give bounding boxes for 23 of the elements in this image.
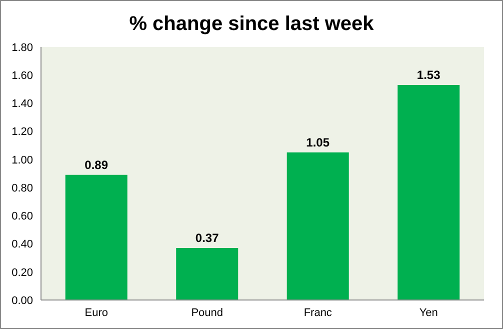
y-tick-label: 0.80 [12, 182, 33, 194]
y-tick-label: 0.20 [12, 266, 33, 279]
y-tick-label: 1.80 [12, 42, 33, 54]
bar [398, 84, 460, 300]
y-tick-label: 0.60 [12, 210, 33, 223]
y-tick-label: 1.00 [12, 154, 33, 166]
y-tick-label: 1.40 [12, 98, 33, 110]
chart-title: % change since last week [128, 13, 375, 37]
y-tick-label: 0.00 [12, 294, 33, 307]
y-tick-label: 1.20 [12, 126, 33, 138]
x-tick-label: Yen [419, 306, 438, 319]
x-tick-label: Pound [191, 306, 224, 319]
bar [65, 174, 128, 300]
x-tick-label: Euro [84, 306, 108, 319]
y-tick-label: 0.40 [12, 238, 33, 251]
y-tick-label: 1.60 [12, 70, 33, 82]
bar [176, 248, 238, 300]
x-tick-label: Franc [304, 306, 332, 319]
data-label: 1.53 [416, 68, 441, 82]
bar [286, 152, 349, 300]
data-label: 1.05 [306, 135, 330, 150]
data-label: 0.89 [84, 158, 108, 172]
data-label: 0.37 [195, 230, 220, 245]
